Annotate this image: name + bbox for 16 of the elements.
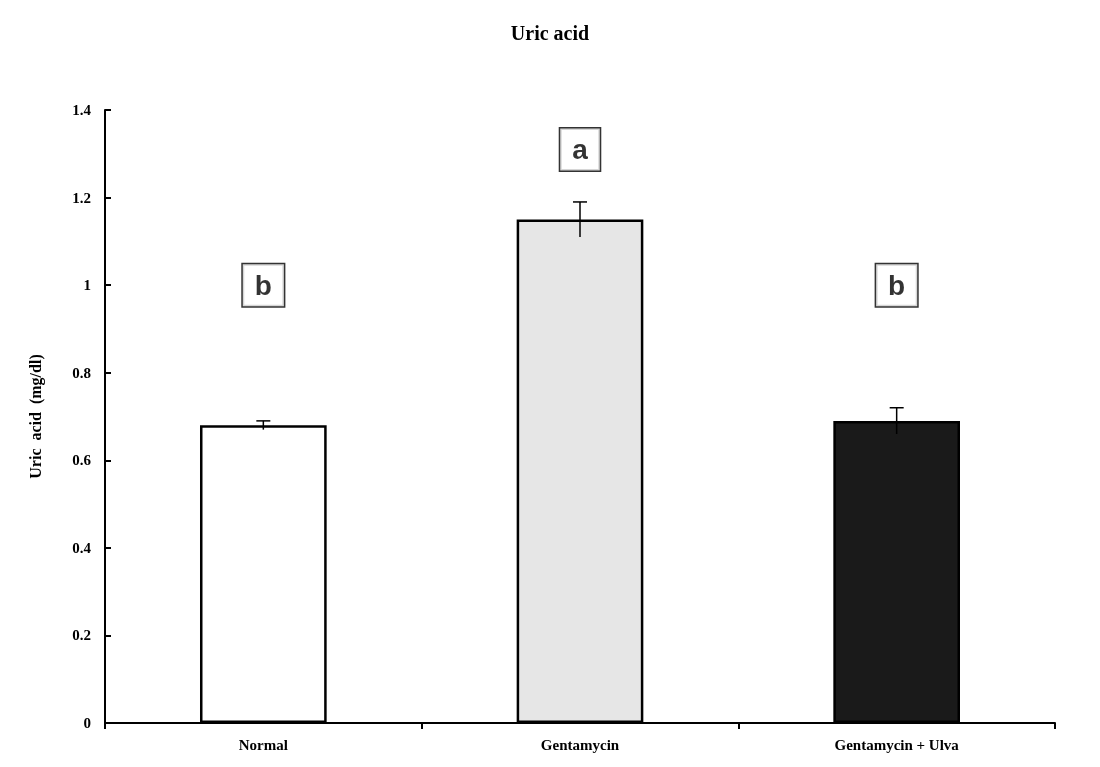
y-tick-label: 0.6 xyxy=(72,452,92,469)
y-tick-label: 0.8 xyxy=(72,364,91,381)
x-tick-label: Normal xyxy=(238,736,288,753)
chart-title: Uric acid xyxy=(510,22,590,44)
x-tick-label: Gentamycin + Ulva xyxy=(834,736,960,753)
y-tick-label: 1 xyxy=(83,277,91,294)
y-axis-title: Uric acid (mg/dl) xyxy=(26,354,45,479)
y-tick-label: 1.4 xyxy=(72,102,92,118)
y-tick-label: 0.4 xyxy=(72,539,92,556)
annotation: b xyxy=(254,269,272,301)
y-tick-label: 0 xyxy=(83,715,91,731)
x-tick-label: Gentamycin xyxy=(540,736,620,753)
annotation: a xyxy=(572,133,589,165)
y-tick-label: 0.2 xyxy=(72,627,91,644)
annotation: b xyxy=(888,269,906,301)
y-tick-label: 1.2 xyxy=(72,189,91,206)
